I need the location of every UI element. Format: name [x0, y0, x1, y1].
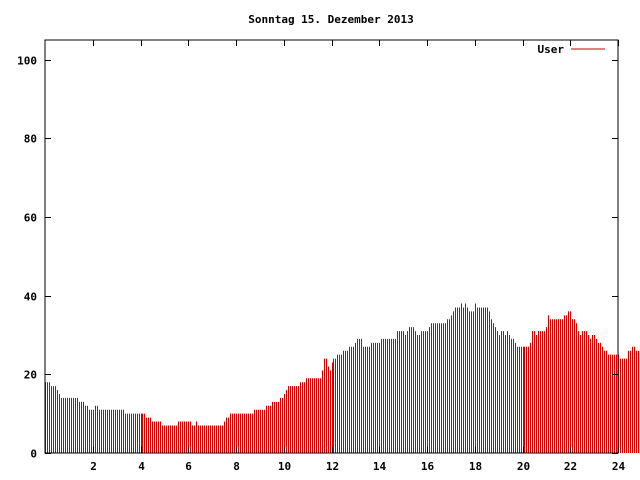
bar-series	[45, 303, 639, 453]
x-tick-label: 20	[517, 460, 530, 473]
plot-frame	[44, 39, 619, 454]
x-tick-label: 10	[278, 460, 291, 473]
y-tick-label: 40	[24, 291, 37, 304]
x-tick-label: 22	[564, 460, 577, 473]
x-tick-label: 8	[233, 460, 240, 473]
y-tick-label: 60	[24, 212, 37, 225]
x-tick-label: 6	[185, 460, 192, 473]
y-tick-label: 80	[24, 133, 37, 146]
y-tick-label: 0	[30, 448, 37, 461]
x-tick-label: 2	[90, 460, 97, 473]
x-tick-label: 14	[373, 460, 387, 473]
chart-title: Sonntag 15. Dezember 2013	[248, 13, 414, 26]
x-tick-label: 12	[326, 460, 339, 473]
legend: User	[538, 43, 605, 56]
y-tick-label: 100	[17, 55, 37, 68]
x-tick-label: 24	[612, 460, 626, 473]
x-tick-label: 4	[138, 460, 145, 473]
x-tick-label: 18	[469, 460, 482, 473]
legend-label: User	[538, 43, 565, 56]
y-tick-label: 20	[24, 369, 37, 382]
x-tick-label: 16	[421, 460, 435, 473]
